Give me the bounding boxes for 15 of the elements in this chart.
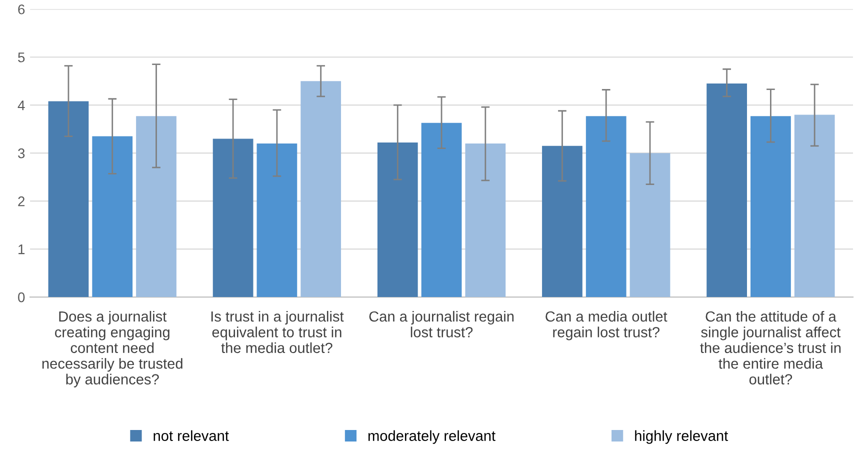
y-tick-label: 0 [18,292,25,302]
x-tick-label: Can a journalist regain lost trust? [369,310,514,338]
x-tick-label: Can a media outlet regain lost trust? [546,310,668,340]
legend-label: highly relevant [635,430,728,444]
y-tick-label: 5 [18,52,25,62]
y-tick-label: 2 [18,196,25,206]
x-tick-label: Can the attitude of a single journalist affect the audience’s trust in the entire media outlet? [700,310,841,384]
legend-label: moderately relevant [368,430,496,444]
y-tick-label: 4 [18,100,25,110]
y-tick-label: 6 [18,4,25,14]
y-tick-label: 1 [18,244,25,254]
x-tick-label: Does a journalist creating engaging content need necessarily be trusted by audiences? [42,310,182,388]
y-tick-label: 3 [18,148,25,158]
legend-label: not relevant [154,430,229,441]
x-tick-label: Is trust in a journalist equivalent to trust in the media outlet? [211,310,344,354]
